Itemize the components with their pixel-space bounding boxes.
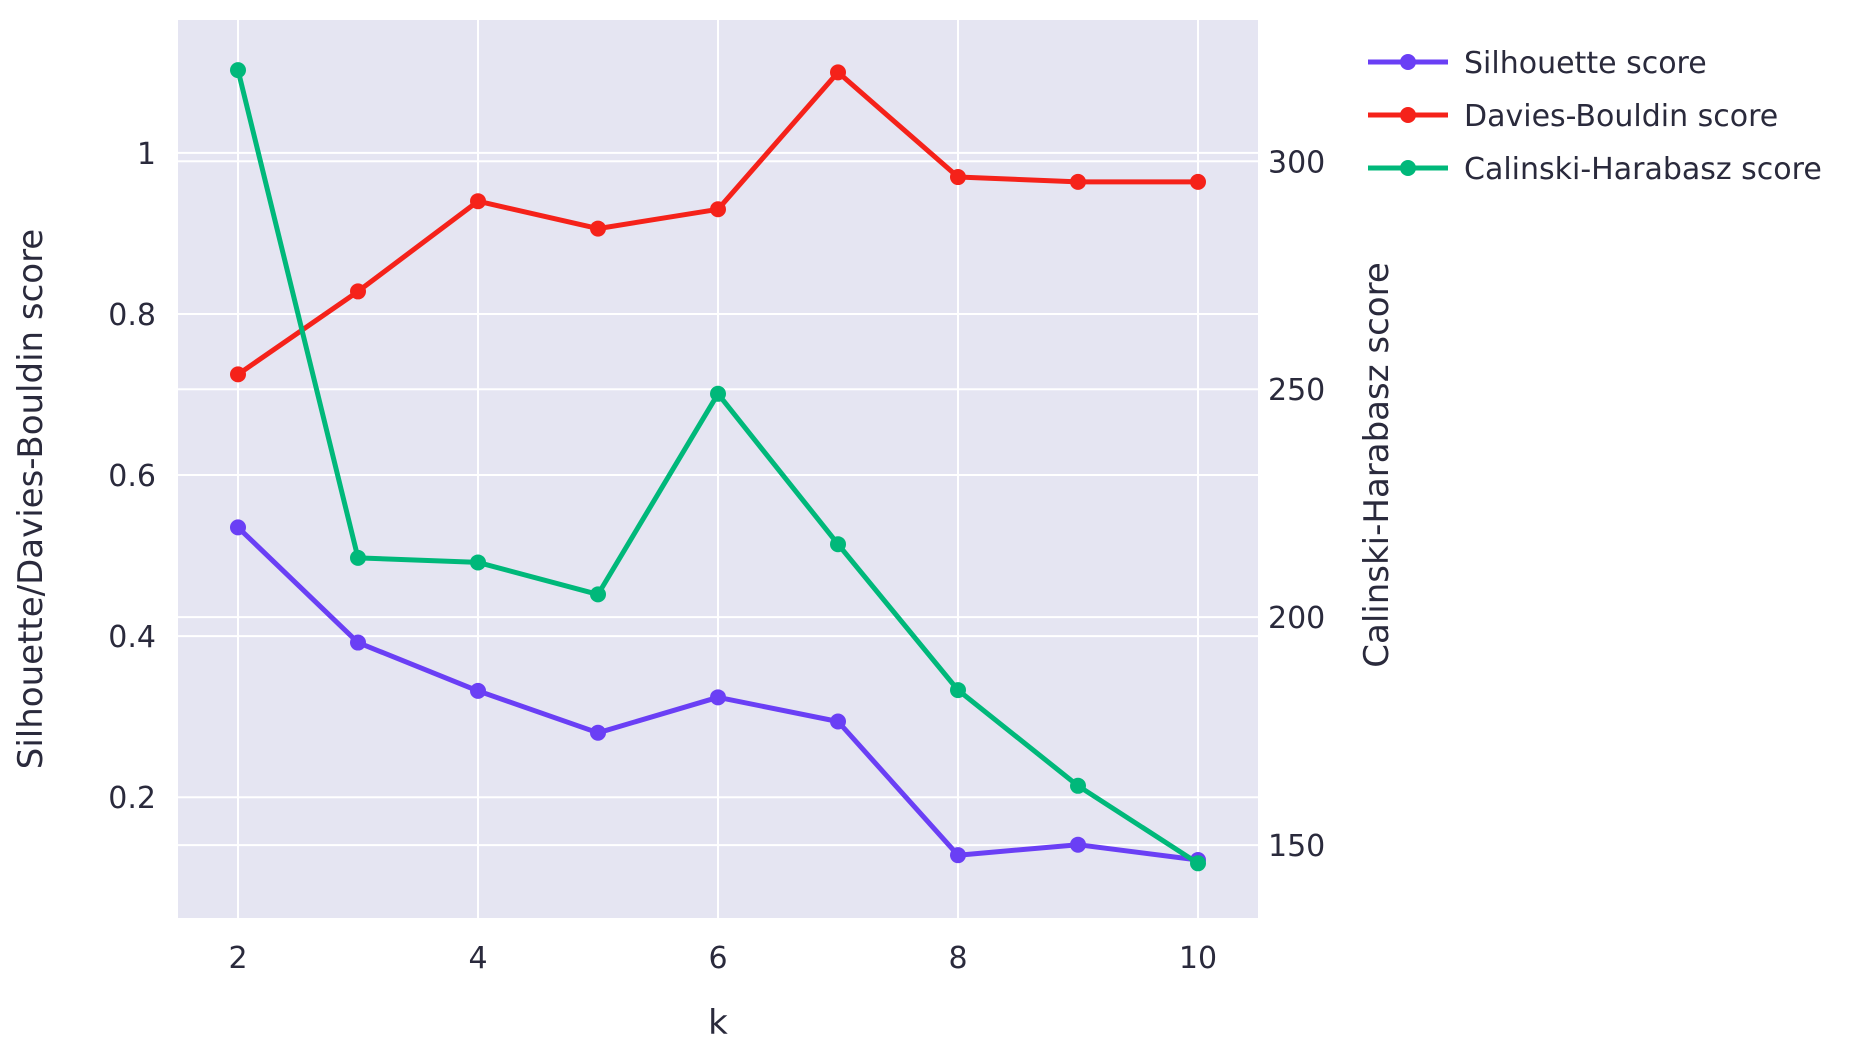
data-point [1190, 855, 1206, 872]
right-y-tick-label: 300 [1268, 145, 1325, 180]
data-point [1070, 836, 1086, 853]
legend-marker [1400, 54, 1416, 70]
x-axis-ticks: 2 4 6 8 10 [228, 941, 1217, 976]
left-y-tick-label: 0.4 [108, 620, 156, 655]
data-point [470, 554, 486, 571]
data-point [1070, 777, 1086, 794]
data-point [230, 62, 246, 79]
data-point [950, 682, 966, 699]
right-axis-ticks: 150 200 250 300 [1268, 145, 1325, 864]
right-y-tick-label: 200 [1268, 601, 1325, 636]
right-y-axis-title: Calinski-Harabasz score [1357, 262, 1397, 668]
data-point [230, 519, 246, 536]
data-point [590, 586, 606, 603]
legend-item[interactable]: Calinski-Harabasz score [1368, 152, 1822, 187]
legend-marker [1400, 160, 1416, 176]
data-point [950, 847, 966, 864]
legend-marker [1400, 107, 1416, 123]
data-point [710, 689, 726, 706]
data-point [230, 366, 246, 383]
series-group [230, 519, 1206, 869]
data-point [710, 385, 726, 402]
legend-item[interactable]: Davies-Bouldin score [1368, 99, 1778, 134]
data-point [1070, 173, 1086, 190]
data-point [830, 713, 846, 730]
right-y-tick-label: 150 [1268, 829, 1325, 864]
data-point [470, 193, 486, 210]
left-y-axis-title: Silhouette/Davies-Bouldin score [11, 229, 51, 769]
x-tick-label: 8 [948, 941, 967, 976]
left-y-tick-label: 1 [137, 137, 156, 172]
data-point [470, 682, 486, 699]
x-tick-label: 2 [228, 941, 247, 976]
legend-label: Calinski-Harabasz score [1464, 152, 1822, 187]
series-group [230, 64, 1206, 383]
data-point [590, 724, 606, 741]
x-tick-label: 6 [708, 941, 727, 976]
legend-item[interactable]: Silhouette score [1368, 46, 1707, 81]
data-point [350, 283, 366, 300]
data-point [1190, 173, 1206, 190]
left-axis-ticks: 0.2 0.4 0.6 0.8 1 [108, 137, 156, 816]
series-group [230, 62, 1206, 872]
x-tick-label: 10 [1179, 941, 1217, 976]
data-point [590, 220, 606, 237]
data-point [350, 634, 366, 651]
left-y-tick-label: 0.6 [108, 459, 156, 494]
left-y-tick-label: 0.2 [108, 781, 156, 816]
data-point [830, 536, 846, 553]
right-y-tick-label: 250 [1268, 373, 1325, 408]
x-axis-title: k [708, 1003, 728, 1043]
legend[interactable]: Silhouette score Davies-Bouldin score Cali… [1368, 46, 1822, 187]
legend-label: Davies-Bouldin score [1464, 99, 1778, 134]
data-point [350, 549, 366, 566]
x-tick-label: 4 [468, 941, 487, 976]
data-point [710, 201, 726, 218]
legend-label: Silhouette score [1464, 46, 1707, 81]
data-point [830, 64, 846, 81]
left-y-tick-label: 0.8 [108, 298, 156, 333]
data-point [950, 169, 966, 186]
series-layer [230, 62, 1206, 872]
